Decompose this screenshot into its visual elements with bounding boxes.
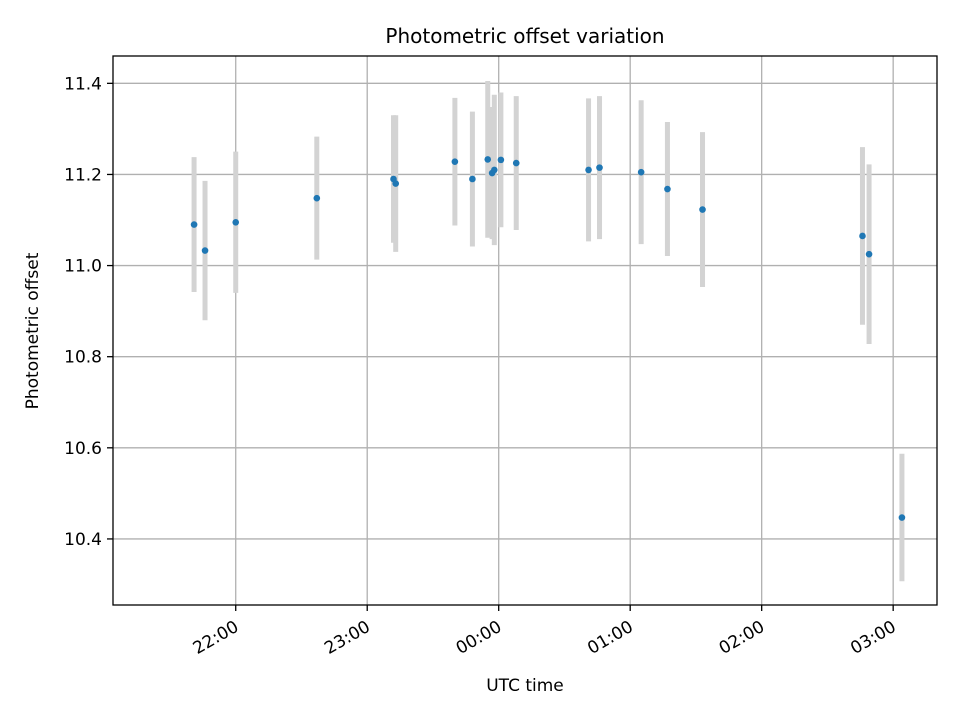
y-axis-label: Photometric offset [23, 252, 43, 409]
data-point [497, 156, 505, 164]
error-bars [191, 81, 905, 582]
x-tick-label: 03:00 [847, 617, 899, 659]
x-tick-label: 22:00 [190, 617, 242, 659]
data-point [664, 185, 671, 193]
y-tick-label: 10.4 [64, 530, 102, 550]
data-point [512, 159, 520, 167]
data-points [190, 156, 906, 521]
data-point [865, 250, 873, 258]
data-point [898, 514, 906, 521]
data-point [484, 156, 492, 163]
x-tick-label: 01:00 [584, 617, 636, 659]
data-point [637, 168, 645, 176]
y-tick-label: 10.8 [64, 348, 102, 368]
x-tick-label: 23:00 [321, 617, 373, 659]
data-point [313, 194, 321, 202]
data-point [596, 164, 603, 171]
data-point [491, 166, 498, 174]
data-point [451, 158, 459, 165]
x-tick-label: 02:00 [716, 617, 768, 659]
data-point [392, 180, 400, 187]
data-point [585, 166, 592, 174]
data-point [190, 221, 198, 228]
plot-frame [112, 55, 938, 606]
x-tick-label: 00:00 [453, 617, 505, 659]
x-axis-ticks: 22:00 23:00 00:00 01:00 02:00 03:00 [190, 605, 900, 659]
y-axis-ticks: 10.4 10.6 10.8 11.0 11.2 11.4 [64, 74, 113, 550]
data-point [232, 218, 240, 226]
gridlines [113, 56, 937, 605]
data-point [859, 232, 866, 240]
y-tick-label: 10.6 [64, 439, 102, 459]
data-point [699, 206, 706, 213]
y-tick-label: 11.4 [64, 74, 102, 94]
chart-title: Photometric offset variation [385, 24, 664, 48]
y-tick-label: 11.0 [64, 257, 102, 277]
data-point [469, 175, 476, 183]
data-point [201, 247, 209, 254]
x-axis-label: UTC time [486, 676, 564, 696]
y-tick-label: 11.2 [64, 165, 102, 185]
